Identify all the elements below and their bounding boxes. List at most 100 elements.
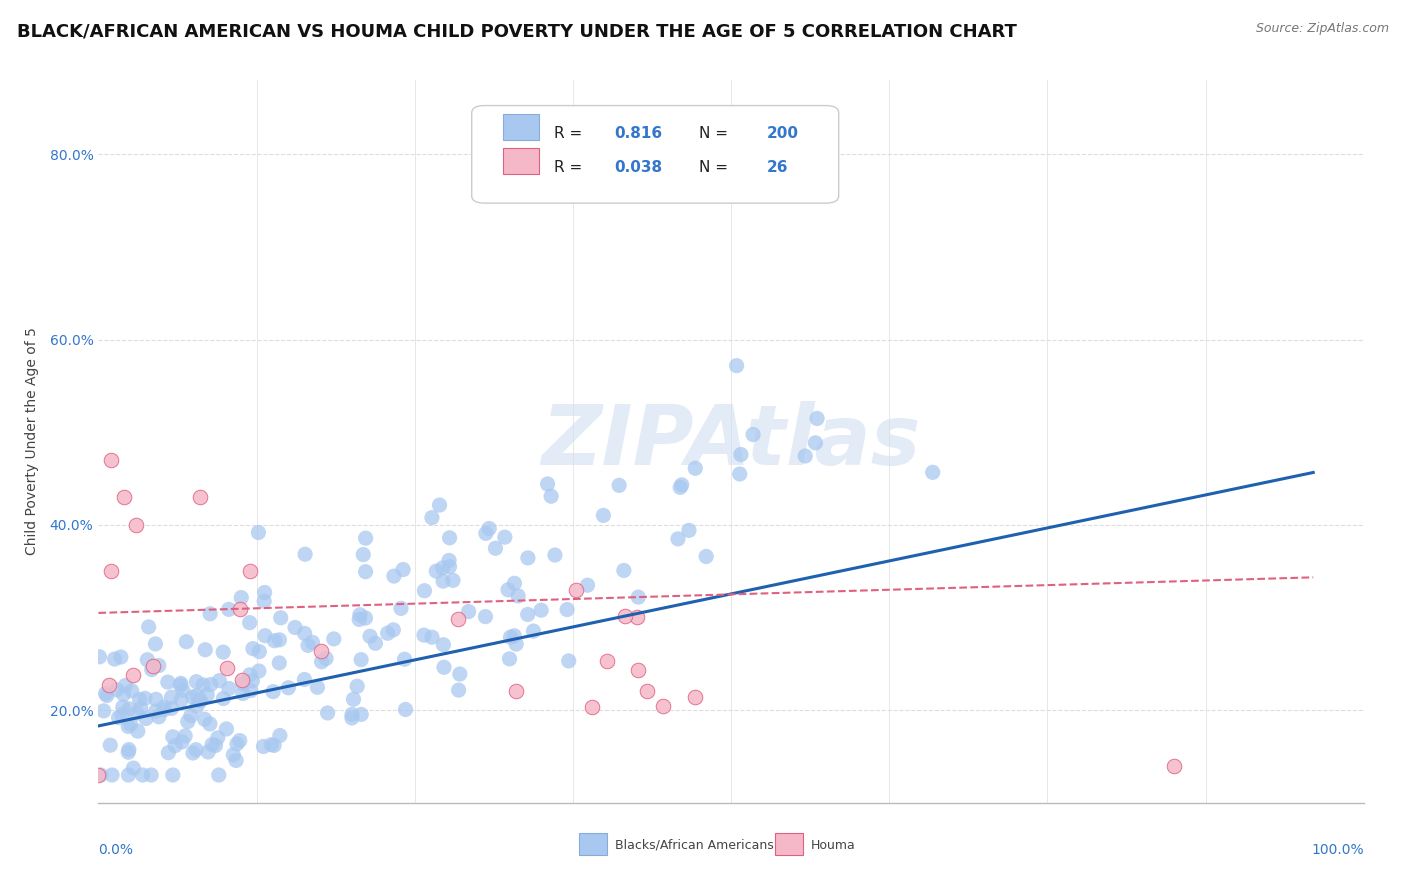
Point: [96, 689, 118, 703]
Point: [122, 761, 145, 775]
Point: [636, 683, 658, 698]
Point: [596, 654, 619, 668]
Point: [239, 683, 262, 698]
Point: [728, 467, 751, 481]
Point: [156, 675, 179, 690]
Point: [172, 683, 194, 698]
Point: [198, 717, 221, 731]
Point: [284, 620, 307, 634]
Point: [433, 660, 456, 674]
Text: BLACK/AFRICAN AMERICAN VS HOUMA CHILD POVERTY UNDER THE AGE OF 5 CORRELATION CHA: BLACK/AFRICAN AMERICAN VS HOUMA CHILD PO…: [17, 22, 1017, 40]
Point: [190, 694, 212, 708]
Text: Source: ZipAtlas.com: Source: ZipAtlas.com: [1256, 22, 1389, 36]
Point: [294, 547, 316, 561]
Point: [503, 629, 526, 643]
Point: [359, 629, 381, 643]
Point: [193, 678, 215, 692]
Point: [392, 563, 415, 577]
Point: [176, 634, 198, 648]
Point: [160, 690, 183, 705]
Point: [269, 729, 291, 743]
Point: [170, 693, 193, 707]
Point: [148, 658, 170, 673]
Point: [394, 652, 416, 666]
Point: [201, 738, 224, 752]
Point: [105, 682, 128, 697]
Point: [242, 673, 264, 688]
Text: 0.816: 0.816: [614, 126, 662, 141]
Point: [742, 427, 765, 442]
Point: [439, 559, 461, 574]
Point: [263, 633, 285, 648]
Point: [208, 673, 231, 688]
Text: Houma: Houma: [811, 838, 856, 852]
Point: [350, 653, 373, 667]
Point: [626, 610, 648, 624]
Point: [97, 678, 120, 692]
Point: [555, 602, 578, 616]
Point: [432, 561, 454, 575]
Point: [90, 768, 112, 782]
Point: [208, 768, 231, 782]
Point: [194, 712, 217, 726]
Point: [114, 678, 136, 692]
Point: [536, 477, 558, 491]
Point: [162, 730, 184, 744]
Text: 0.038: 0.038: [614, 160, 662, 175]
Point: [121, 668, 143, 682]
Point: [484, 541, 506, 556]
FancyBboxPatch shape: [503, 114, 538, 140]
Point: [145, 637, 167, 651]
Point: [194, 642, 217, 657]
Point: [354, 611, 377, 625]
Point: [364, 636, 387, 650]
Point: [198, 607, 221, 621]
Point: [269, 656, 291, 670]
Point: [254, 629, 277, 643]
Point: [669, 480, 692, 494]
Point: [110, 650, 132, 665]
Point: [309, 644, 332, 658]
Point: [148, 710, 170, 724]
Point: [117, 719, 139, 733]
Text: R =: R =: [554, 160, 588, 175]
Point: [229, 733, 252, 747]
Point: [218, 602, 240, 616]
Point: [129, 701, 152, 715]
Point: [177, 714, 200, 729]
Point: [441, 574, 464, 588]
Point: [247, 645, 270, 659]
FancyBboxPatch shape: [776, 833, 803, 855]
Point: [181, 746, 204, 760]
Point: [347, 612, 370, 626]
FancyBboxPatch shape: [579, 833, 607, 855]
Point: [315, 651, 337, 665]
Point: [239, 615, 262, 630]
Point: [794, 449, 817, 463]
Point: [229, 602, 252, 616]
Point: [253, 594, 276, 608]
Point: [540, 489, 562, 503]
Point: [277, 681, 299, 695]
Point: [174, 729, 197, 743]
Point: [342, 692, 364, 706]
Point: [107, 710, 129, 724]
Point: [671, 478, 693, 492]
Point: [141, 663, 163, 677]
Point: [382, 623, 405, 637]
Point: [557, 654, 579, 668]
Point: [576, 578, 599, 592]
Point: [260, 738, 283, 752]
Point: [131, 768, 153, 782]
Point: [349, 607, 371, 622]
Point: [195, 688, 218, 702]
Point: [581, 700, 603, 714]
Point: [231, 673, 253, 688]
Point: [93, 704, 115, 718]
Point: [184, 742, 207, 756]
Point: [262, 684, 284, 698]
Point: [496, 582, 519, 597]
Point: [1163, 758, 1185, 772]
Point: [181, 690, 204, 704]
Point: [100, 453, 122, 467]
